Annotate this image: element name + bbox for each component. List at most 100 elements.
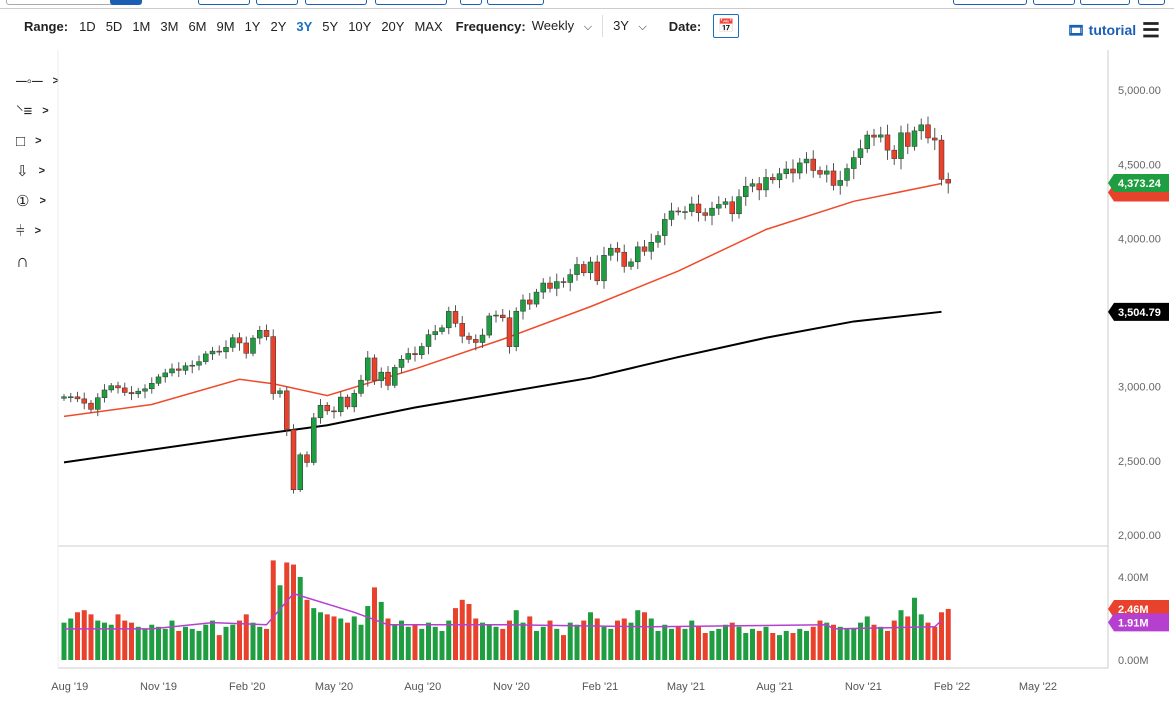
candle — [486, 312, 492, 339]
volume-bar — [864, 616, 870, 660]
rectangle-tool-icon: □ — [16, 132, 26, 150]
candle — [324, 402, 330, 415]
candle — [398, 355, 405, 374]
candle — [662, 213, 668, 246]
range-10y[interactable]: 10Y — [348, 18, 372, 34]
range-1d[interactable]: 1D — [79, 18, 96, 34]
candle — [196, 355, 202, 371]
volume-bar — [804, 630, 809, 660]
line-tool[interactable]: ─◦─ > — [16, 66, 59, 96]
volume-bar — [399, 620, 404, 660]
candle — [749, 178, 756, 193]
candle — [412, 346, 418, 362]
top-button[interactable] — [1080, 0, 1130, 5]
top-button[interactable] — [487, 0, 544, 5]
range-6m[interactable]: 6M — [188, 18, 207, 34]
search-button[interactable] — [110, 0, 142, 5]
candle — [729, 196, 735, 222]
top-button[interactable] — [375, 0, 447, 5]
last-price-tag: 4,373.24 — [1108, 174, 1169, 193]
volume-bar — [216, 635, 222, 660]
range-5y[interactable]: 5Y — [322, 18, 339, 34]
top-button[interactable] — [256, 0, 298, 5]
top-button[interactable] — [1033, 0, 1075, 5]
candle — [155, 374, 162, 386]
hamburger-menu-icon[interactable]: ☰ — [1142, 20, 1160, 42]
candle — [243, 336, 249, 359]
candle — [824, 165, 830, 183]
volume-bar — [432, 626, 438, 660]
volume-bar — [324, 614, 330, 660]
magnet-icon: ∩ — [16, 250, 29, 271]
arrow-tool[interactable]: ⇩ > — [16, 156, 56, 186]
volume-bar — [426, 622, 431, 660]
volume-bar — [459, 599, 465, 660]
volume-bar — [196, 630, 202, 660]
volume-bar — [95, 620, 101, 660]
range-max[interactable]: MAX — [414, 18, 443, 34]
fast-moving-average — [63, 182, 942, 418]
range-1m[interactable]: 1M — [132, 18, 151, 34]
fibonacci-tool[interactable]: ⸌≡ > — [16, 96, 56, 126]
volume-bar — [331, 616, 337, 660]
candle — [675, 207, 681, 216]
top-button[interactable] — [1138, 0, 1165, 5]
top-button[interactable] — [953, 0, 1027, 5]
volume-bar — [257, 626, 263, 660]
top-strip — [0, 0, 1174, 9]
slow-moving-average — [63, 310, 942, 464]
number-marker-tool[interactable]: ① > — [16, 186, 56, 216]
candle — [459, 315, 465, 344]
magnet-tool[interactable]: ∩ — [16, 246, 56, 276]
svg-text:4,373.24: 4,373.24 — [1118, 178, 1162, 190]
range-3y[interactable]: 3Y — [296, 18, 313, 34]
frequency-label: Frequency: — [455, 18, 526, 34]
volume-bar — [102, 622, 107, 660]
range-20y[interactable]: 20Y — [381, 18, 405, 34]
volume-bar — [669, 628, 674, 660]
range-2y[interactable]: 2Y — [270, 18, 287, 34]
volume-bar — [297, 577, 303, 660]
candle — [614, 242, 621, 262]
range-5d[interactable]: 5D — [105, 18, 123, 34]
volume-bar — [594, 618, 600, 660]
volume-bar — [176, 630, 182, 660]
volume-bar — [770, 633, 776, 660]
chevron-right-icon: > — [35, 135, 42, 147]
candle — [655, 231, 661, 248]
candle — [452, 305, 459, 328]
y-tick-label: 5,000.00 — [1118, 85, 1161, 97]
candle — [297, 452, 303, 492]
top-button[interactable] — [305, 0, 367, 5]
volume-bar — [885, 630, 890, 660]
range-9m[interactable]: 9M — [216, 18, 235, 34]
candle — [851, 150, 857, 180]
candle — [641, 240, 648, 256]
volume-bar — [723, 624, 728, 660]
range-1y[interactable]: 1Y — [244, 18, 261, 34]
frequency-select[interactable]: Weekly ⌵ — [532, 18, 592, 34]
candle — [763, 168, 769, 197]
candle — [790, 159, 796, 183]
volume-bar — [574, 624, 580, 660]
chevron-right-icon: > — [39, 195, 46, 207]
volume-bar — [480, 622, 485, 660]
candle — [122, 382, 128, 396]
candle — [830, 163, 837, 191]
volume-bar — [115, 614, 121, 660]
candle — [68, 392, 74, 403]
volume-bar — [831, 624, 836, 660]
fibonacci-tool-icon: ⸌≡ — [16, 103, 33, 120]
candle — [533, 288, 540, 308]
volume-bar — [473, 618, 479, 660]
top-button[interactable] — [460, 0, 482, 5]
volume-bar — [419, 628, 425, 660]
calendar-icon[interactable]: 📅 — [713, 14, 740, 38]
rectangle-tool[interactable]: □ > — [16, 126, 56, 156]
top-button[interactable] — [198, 0, 250, 5]
tutorial-link[interactable]: 🎞 tutorial — [1067, 22, 1136, 39]
measure-tool[interactable]: ⫩ > — [16, 216, 56, 246]
period-select[interactable]: 3Y ⌵ — [613, 18, 647, 34]
range-3m[interactable]: 3M — [160, 18, 179, 34]
